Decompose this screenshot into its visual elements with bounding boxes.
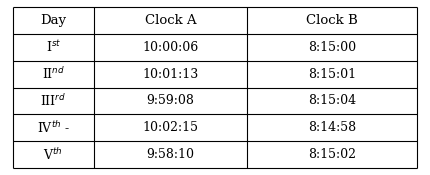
Text: 9:58:10: 9:58:10 — [147, 148, 194, 161]
Text: 8:15:02: 8:15:02 — [308, 148, 356, 161]
Text: 9:59:08: 9:59:08 — [147, 94, 194, 107]
Text: III$^{rd}$: III$^{rd}$ — [40, 93, 66, 109]
Text: Day: Day — [40, 14, 66, 27]
Text: 8:15:00: 8:15:00 — [308, 41, 356, 54]
Text: 10:00:06: 10:00:06 — [142, 41, 199, 54]
Text: II$^{nd}$: II$^{nd}$ — [42, 66, 65, 82]
Text: 10:02:15: 10:02:15 — [142, 121, 199, 134]
Text: V$^{th}$: V$^{th}$ — [43, 147, 63, 163]
Text: 8:14:58: 8:14:58 — [308, 121, 356, 134]
Text: IV$^{th}$ -: IV$^{th}$ - — [37, 120, 70, 136]
Text: Clock A: Clock A — [145, 14, 197, 27]
Text: Clock B: Clock B — [306, 14, 358, 27]
Text: 8:15:04: 8:15:04 — [308, 94, 356, 107]
Text: I$^{st}$: I$^{st}$ — [46, 39, 61, 55]
Text: 8:15:01: 8:15:01 — [308, 68, 356, 80]
Text: 10:01:13: 10:01:13 — [142, 68, 199, 80]
